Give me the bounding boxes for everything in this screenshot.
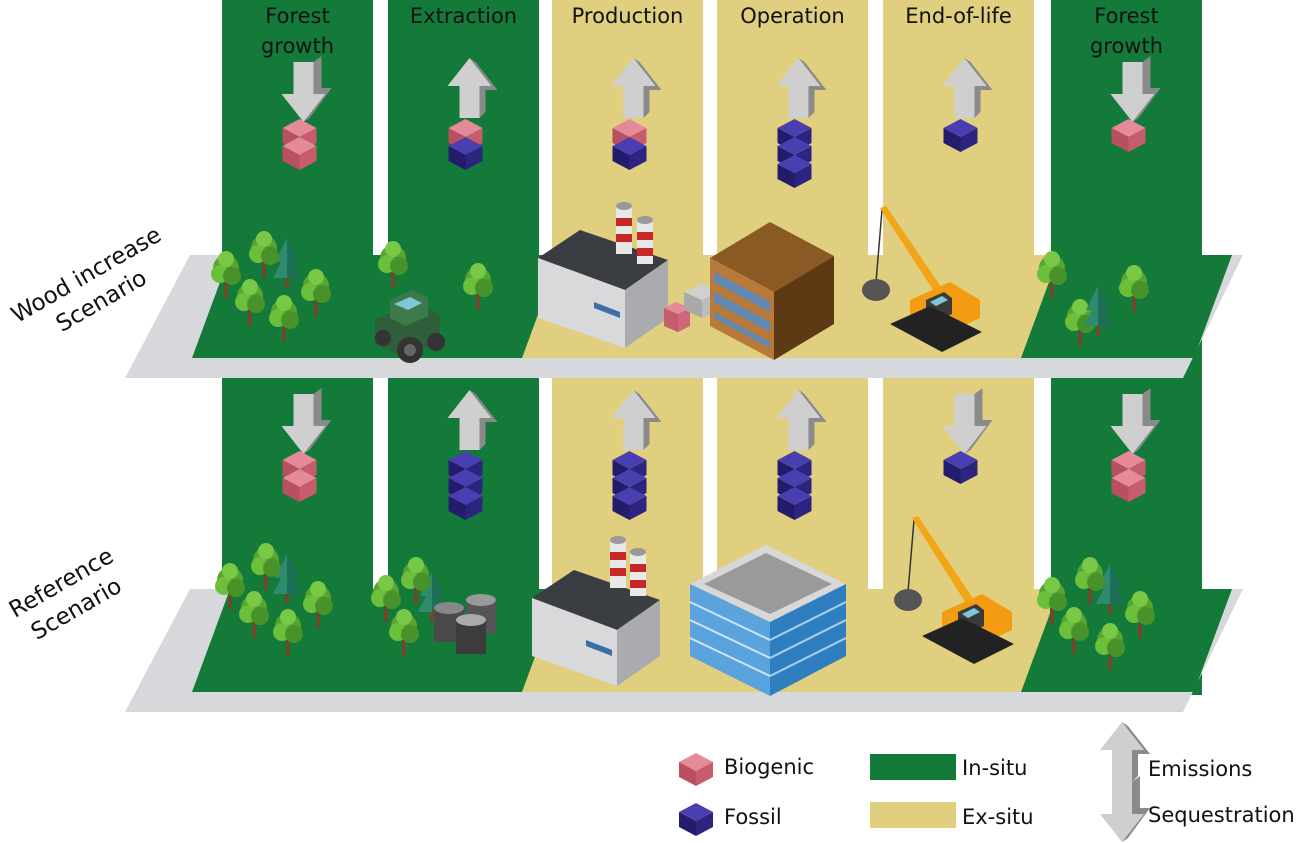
legend-in-situ: In-situ [870, 754, 1027, 780]
fossil-cube-icon [679, 803, 713, 836]
stage-title: End-of-life [905, 4, 1012, 28]
svg-text:Fossil: Fossil [724, 805, 782, 829]
ground-tile [1021, 255, 1232, 358]
legend-emissions: Emissions [1100, 722, 1252, 782]
crane-icon [862, 206, 982, 352]
svg-text:Sequestration: Sequestration [1148, 803, 1295, 827]
stage-title: Operation [740, 4, 845, 28]
stage-titles: Forest growth Extraction Production Operatio… [261, 4, 1163, 58]
stage-title: Extraction [410, 4, 517, 28]
svg-text:Biogenic: Biogenic [724, 755, 814, 779]
stage-title: Forest [265, 4, 329, 28]
in-situ-swatch [870, 754, 956, 780]
legend: Biogenic Fossil In-situ Ex-situ Emission… [679, 722, 1295, 842]
sequestration-arrow-icon [1100, 776, 1150, 842]
legend-ex-situ: Ex-situ [870, 802, 1034, 829]
tractor-icon [375, 290, 445, 363]
stage-title: Forest [1094, 4, 1158, 28]
wooden-building-icon [710, 222, 834, 360]
legend-sequestration: Sequestration [1100, 776, 1295, 842]
factory-icon [538, 202, 668, 348]
reference-scenario-label: Reference Scenario [5, 543, 126, 645]
ex-situ-swatch [870, 802, 956, 828]
svg-text:In-situ: In-situ [962, 756, 1027, 780]
ground-tile [192, 255, 403, 358]
emissions-arrow-icon [1100, 722, 1150, 782]
svg-text:Emissions: Emissions [1148, 757, 1252, 781]
stage-title: growth [1090, 34, 1163, 58]
oil-barrels-icon [434, 594, 496, 654]
stage-title: Production [572, 4, 684, 28]
reference-crane-icon [894, 516, 1014, 664]
legend-biogenic: Biogenic [679, 753, 814, 786]
glass-building-icon [689, 545, 847, 696]
reference-factory-icon [532, 536, 660, 686]
biogenic-cube-icon [679, 753, 713, 786]
legend-fossil: Fossil [679, 803, 782, 836]
stage-title: growth [261, 34, 334, 58]
svg-text:Ex-situ: Ex-situ [962, 805, 1034, 829]
